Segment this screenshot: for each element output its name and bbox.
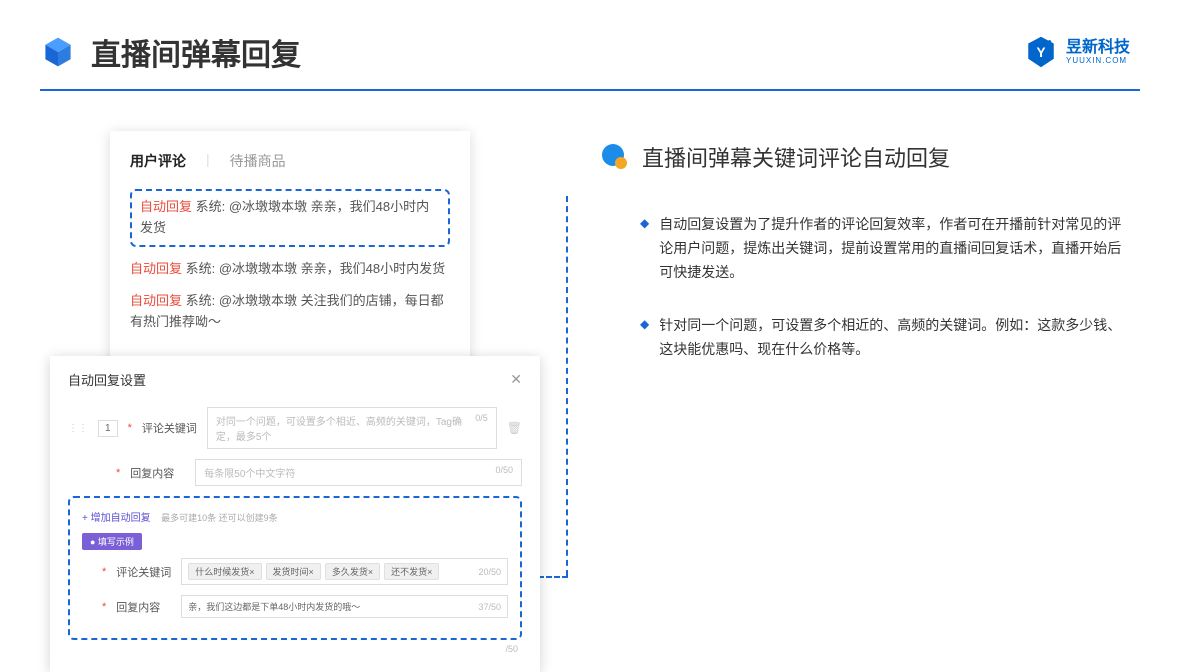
tab-divider: | (206, 151, 210, 171)
comment-panel: 用户评论 | 待播商品 自动回复 系统: @冰墩墩本墩 亲亲，我们48小时内发货… (110, 131, 470, 365)
comment-text: 系统: @冰墩墩本墩 亲亲，我们48小时内发货 (182, 261, 445, 276)
tail-counter: /50 (68, 644, 522, 654)
required-mark: * (102, 566, 106, 578)
delete-icon[interactable]: 🗑 (507, 421, 522, 435)
example-section: + 增加自动回复 最多可建10条 还可以创建9条 ● 填写示例 * 评论关键词 … (68, 496, 522, 640)
keyword-chip[interactable]: 什么时候发货× (188, 563, 261, 580)
auto-reply-tag: 自动回复 (130, 261, 182, 276)
keyword-label: 评论关键词 (116, 564, 171, 580)
connector-line (538, 576, 568, 578)
example-badge: ● 填写示例 (82, 533, 142, 550)
brand-name: 昱新科技 (1066, 40, 1130, 56)
tab-products[interactable]: 待播商品 (230, 151, 286, 171)
reply-label: 回复内容 (130, 465, 185, 481)
tab-comments[interactable]: 用户评论 (130, 151, 186, 171)
keyword-chip[interactable]: 还不发货× (384, 563, 439, 580)
settings-title: 自动回复设置 (68, 370, 146, 389)
keyword-input[interactable]: 对同一个问题，可设置多个相近、高频的关键词，Tag确定，最多5个 0/5 (207, 407, 497, 449)
keyword-chip[interactable]: 发货时间× (266, 563, 321, 580)
drag-handle-icon[interactable]: ⋮⋮ (68, 423, 88, 434)
chat-icon (600, 142, 630, 172)
cube-icon (40, 34, 76, 70)
keyword-label: 评论关键词 (142, 420, 197, 436)
brand-sub: YUUXIN.COM (1066, 56, 1130, 65)
bullet-icon: ◆ (640, 317, 649, 362)
reply-input[interactable]: 每条限50个中文字符 0/50 (195, 459, 522, 486)
bullet-icon: ◆ (640, 216, 649, 284)
row-number: 1 (98, 420, 118, 437)
required-mark: * (128, 422, 132, 434)
required-mark: * (102, 601, 106, 613)
add-note: 最多可建10条 还可以创建9条 (161, 513, 278, 523)
keyword-chip[interactable]: 多久发货× (325, 563, 380, 580)
highlighted-comment: 自动回复 系统: @冰墩墩本墩 亲亲，我们48小时内发货 (130, 189, 450, 247)
bullet-text: 针对同一个问题，可设置多个相近的、高频的关键词。例如：这款多少钱、这块能优惠吗、… (659, 314, 1130, 362)
settings-panel: 自动回复设置 ✕ ⋮⋮ 1 * 评论关键词 对同一个问题，可设置多个相近、高频的… (50, 356, 540, 672)
example-keyword-input[interactable]: 什么时候发货× 发货时间× 多久发货× 还不发货× 20/50 (181, 558, 508, 585)
reply-label: 回复内容 (116, 599, 171, 615)
auto-reply-tag: 自动回复 (130, 293, 182, 308)
brand-logo: Y (1024, 35, 1058, 69)
close-icon[interactable]: ✕ (510, 371, 522, 388)
section-title: 直播间弹幕关键词评论自动回复 (642, 141, 950, 173)
svg-text:Y: Y (1036, 45, 1045, 60)
bullet-text: 自动回复设置为了提升作者的评论回复效率，作者可在开播前针对常见的评论用户问题，提… (659, 213, 1130, 284)
page-title: 直播间弹幕回复 (91, 30, 301, 74)
required-mark: * (116, 467, 120, 479)
add-reply-link[interactable]: + 增加自动回复 (82, 509, 151, 524)
example-reply-input[interactable]: 亲，我们这边都是下单48小时内发货的哦～ 37/50 (181, 595, 508, 618)
auto-reply-tag: 自动回复 (140, 199, 192, 214)
